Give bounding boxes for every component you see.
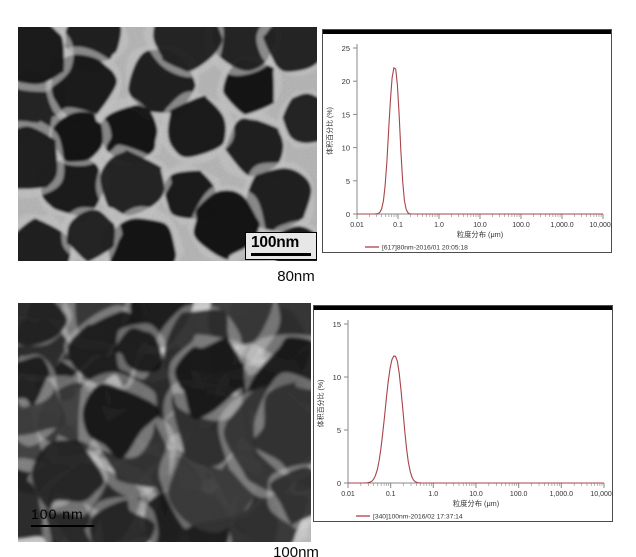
svg-text:10: 10 (333, 373, 341, 382)
svg-text:1.0: 1.0 (434, 222, 444, 229)
svg-text:10.0: 10.0 (469, 491, 483, 498)
svg-text:0.01: 0.01 (341, 491, 355, 498)
svg-text:25: 25 (342, 44, 350, 53)
svg-text:0: 0 (346, 210, 350, 219)
svg-text:5: 5 (346, 177, 350, 186)
svg-text:15: 15 (333, 320, 341, 329)
svg-text:5: 5 (337, 426, 341, 435)
svg-text:10: 10 (342, 144, 350, 153)
svg-text:[617]80nm-2016/01 20:05:18: [617]80nm-2016/01 20:05:18 (382, 245, 468, 252)
svg-text:0.1: 0.1 (386, 491, 396, 498)
svg-text:10.0: 10.0 (473, 222, 487, 229)
svg-text:体积百分比 (%): 体积百分比 (%) (316, 380, 325, 428)
svg-text:1.0: 1.0 (428, 491, 438, 498)
svg-text:20: 20 (342, 77, 350, 86)
svg-text:粒度分布 (μm): 粒度分布 (μm) (457, 230, 503, 239)
svg-text:[340]100nm-2016/02 17:37:14: [340]100nm-2016/02 17:37:14 (373, 514, 463, 521)
svg-text:100.0: 100.0 (510, 491, 528, 498)
svg-text:1,000.0: 1,000.0 (550, 222, 573, 229)
svg-text:10,000.0: 10,000.0 (589, 222, 613, 229)
svg-text:100.0: 100.0 (512, 222, 530, 229)
svg-text:0.01: 0.01 (350, 222, 364, 229)
svg-text:0: 0 (337, 479, 341, 488)
svg-text:10,000.0: 10,000.0 (590, 491, 614, 498)
svg-text:体积百分比 (%): 体积百分比 (%) (325, 107, 334, 155)
svg-text:15: 15 (342, 110, 350, 119)
svg-text:1,000.0: 1,000.0 (550, 491, 573, 498)
svg-text:0.1: 0.1 (393, 222, 403, 229)
svg-text:粒度分布 (μm): 粒度分布 (μm) (453, 499, 499, 508)
